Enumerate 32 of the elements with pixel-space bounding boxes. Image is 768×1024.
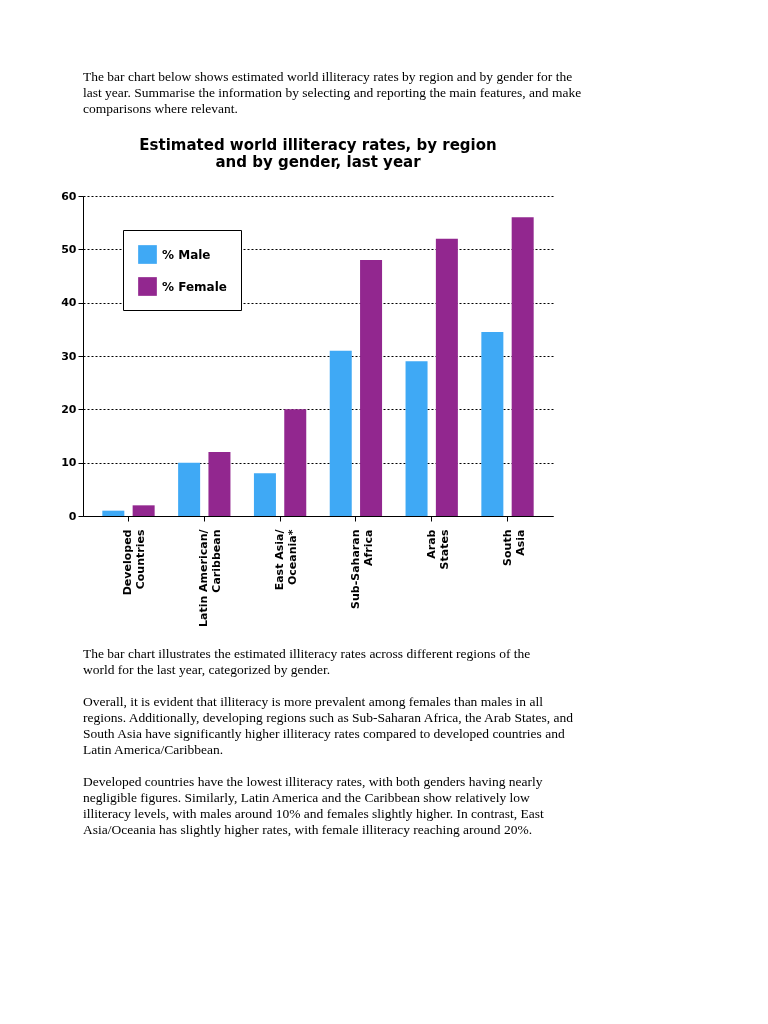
x-tick-label: South Asia — [500, 529, 527, 566]
y-tick-label: 10 — [61, 456, 77, 470]
bar — [102, 510, 125, 516]
y-tick-label: 50 — [61, 242, 77, 256]
bar — [178, 462, 201, 516]
y-tick-label: 60 — [61, 189, 77, 203]
text: The bar chart illustrates the estimated illiteracy rates across different regions of the world for the last year, categorized by gender. — [83, 646, 531, 677]
bar — [435, 238, 458, 516]
y-tick-label: 30 — [61, 349, 77, 363]
bar — [132, 505, 155, 516]
text: Overall, it is evident that illiteracy is more prevalent among females than males in all regions. Additionally, developing regions such as Sub-Saharan Africa, the Arab States, and South Asia have significantly higher illiteracy rates compared to developed countries and Latin America/Caribbean. — [83, 694, 574, 757]
bar — [329, 350, 352, 516]
bar — [253, 473, 276, 516]
y-tick-label: 0 — [68, 509, 77, 523]
chart-title: Estimated world illiteracy rates, by region and by gender, last year — [139, 136, 497, 171]
bar — [208, 452, 231, 516]
x-tick-label: Arab States — [424, 529, 451, 570]
x-tick-label: Developed Countries — [121, 529, 148, 596]
text: Developed countries have the lowest illiteracy rates, with both genders having nearly negligible figures. Similarly, Latin America and the Caribbean show relatively low illiteracy levels, with males around 10% and females slightly higher. In contrast, East Asia/Oceania has slightly higher rates, with female illiteracy reaching around 20%. — [83, 774, 544, 837]
bar — [481, 332, 504, 516]
legend-label: % Male — [162, 247, 211, 262]
legend-label: % Female — [162, 279, 227, 294]
y-tick-label: 40 — [61, 296, 77, 310]
bar — [360, 260, 383, 516]
text: The bar chart below shows estimated world illiteracy rates by region and by gender for the last year. Summarise the information by selecting and reporting the main features, and make comparisons where relevant. — [83, 69, 582, 116]
x-tick-label: East Asia/ Oceania* — [273, 528, 300, 591]
bar — [284, 409, 307, 516]
x-tick-label: Sub-Saharan Africa — [348, 529, 375, 609]
x-tick-label: Latin American/ Caribbean — [197, 528, 224, 628]
y-tick-label: 20 — [61, 402, 77, 416]
bar — [511, 217, 534, 516]
bar — [405, 361, 428, 516]
